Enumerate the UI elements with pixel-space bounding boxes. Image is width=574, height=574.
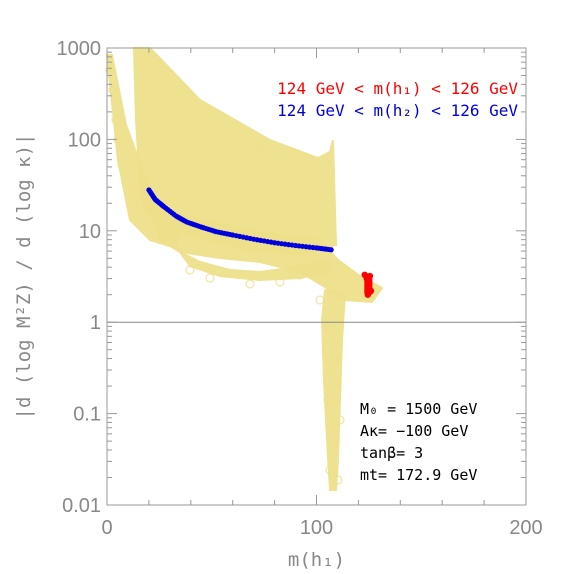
scan-point <box>200 105 210 115</box>
scan-region-shape <box>320 288 347 491</box>
legend-entry: 124 GeV < m(h₁) < 126 GeV <box>277 79 518 98</box>
x-axis-title-text: m(h₁) <box>288 549 345 571</box>
scan-point <box>323 395 333 405</box>
x-tick-label: 0 <box>101 517 112 539</box>
scan-point <box>333 475 343 485</box>
scan-point <box>155 65 165 75</box>
legend-entry-text: 124 GeV < m(h₁) < 126 GeV <box>277 79 518 98</box>
scan-point <box>275 277 285 287</box>
y-tick-label: 1000 <box>57 38 102 60</box>
parameter-annotation: M₀ = 1500 GeV <box>360 400 477 418</box>
y-tick-label: 1 <box>90 312 101 334</box>
scan-point <box>325 325 335 335</box>
scan-point <box>205 273 215 283</box>
scan-point <box>123 185 133 195</box>
scan-point <box>315 295 325 305</box>
y-tick-label: 10 <box>79 221 101 243</box>
data-point <box>328 247 334 253</box>
series-0 <box>146 187 334 253</box>
scan-point <box>113 135 123 145</box>
scan-point <box>108 85 118 95</box>
scan-point <box>330 435 340 445</box>
scan-point <box>335 415 345 425</box>
axes <box>106 47 527 506</box>
legend-entry-text: 124 GeV < m(h₂) < 126 GeV <box>277 101 518 120</box>
scan-point <box>245 279 255 289</box>
scan-region-shape <box>179 251 334 282</box>
scan-point <box>185 265 195 275</box>
scan-point <box>105 65 115 75</box>
labels: 0.01 0.1 1 10 100 1000 0 100 200 m(h₁) |d (log M²Z… <box>13 38 543 571</box>
scan-point <box>330 355 340 365</box>
y-axis-title-text: |d (log M²Z) / d (log κ)| <box>13 134 35 420</box>
parameter-annotation: tanβ= 3 <box>360 444 423 462</box>
scan-point <box>225 125 235 135</box>
parameter-annotation: mt= 172.9 GeV <box>360 466 477 484</box>
series-layer <box>146 187 375 298</box>
scan-point <box>175 85 185 95</box>
y-tick-label: 100 <box>68 129 101 151</box>
scan-point <box>255 143 265 153</box>
x-tick-label: 200 <box>509 517 542 539</box>
scan-point <box>111 115 121 125</box>
series-1 <box>361 271 375 298</box>
y-axis-title: |d (log M²Z) / d (log κ)| <box>13 134 35 420</box>
scan-point <box>295 270 305 280</box>
x-tick-label: 100 <box>300 517 333 539</box>
scan-point <box>135 200 145 210</box>
scan-region <box>105 47 384 491</box>
y-tick-label: 0.01 <box>62 495 101 517</box>
scan-point <box>117 160 127 170</box>
scan-point <box>325 465 335 475</box>
y-tick-label: 0.1 <box>73 404 101 426</box>
legend-entry: 124 GeV < m(h₂) < 126 GeV <box>277 101 518 120</box>
x-axis-title: m(h₁) <box>288 549 345 571</box>
data-point-cluster <box>364 273 373 296</box>
parameter-annotation: Aκ= −100 GeV <box>360 422 468 440</box>
